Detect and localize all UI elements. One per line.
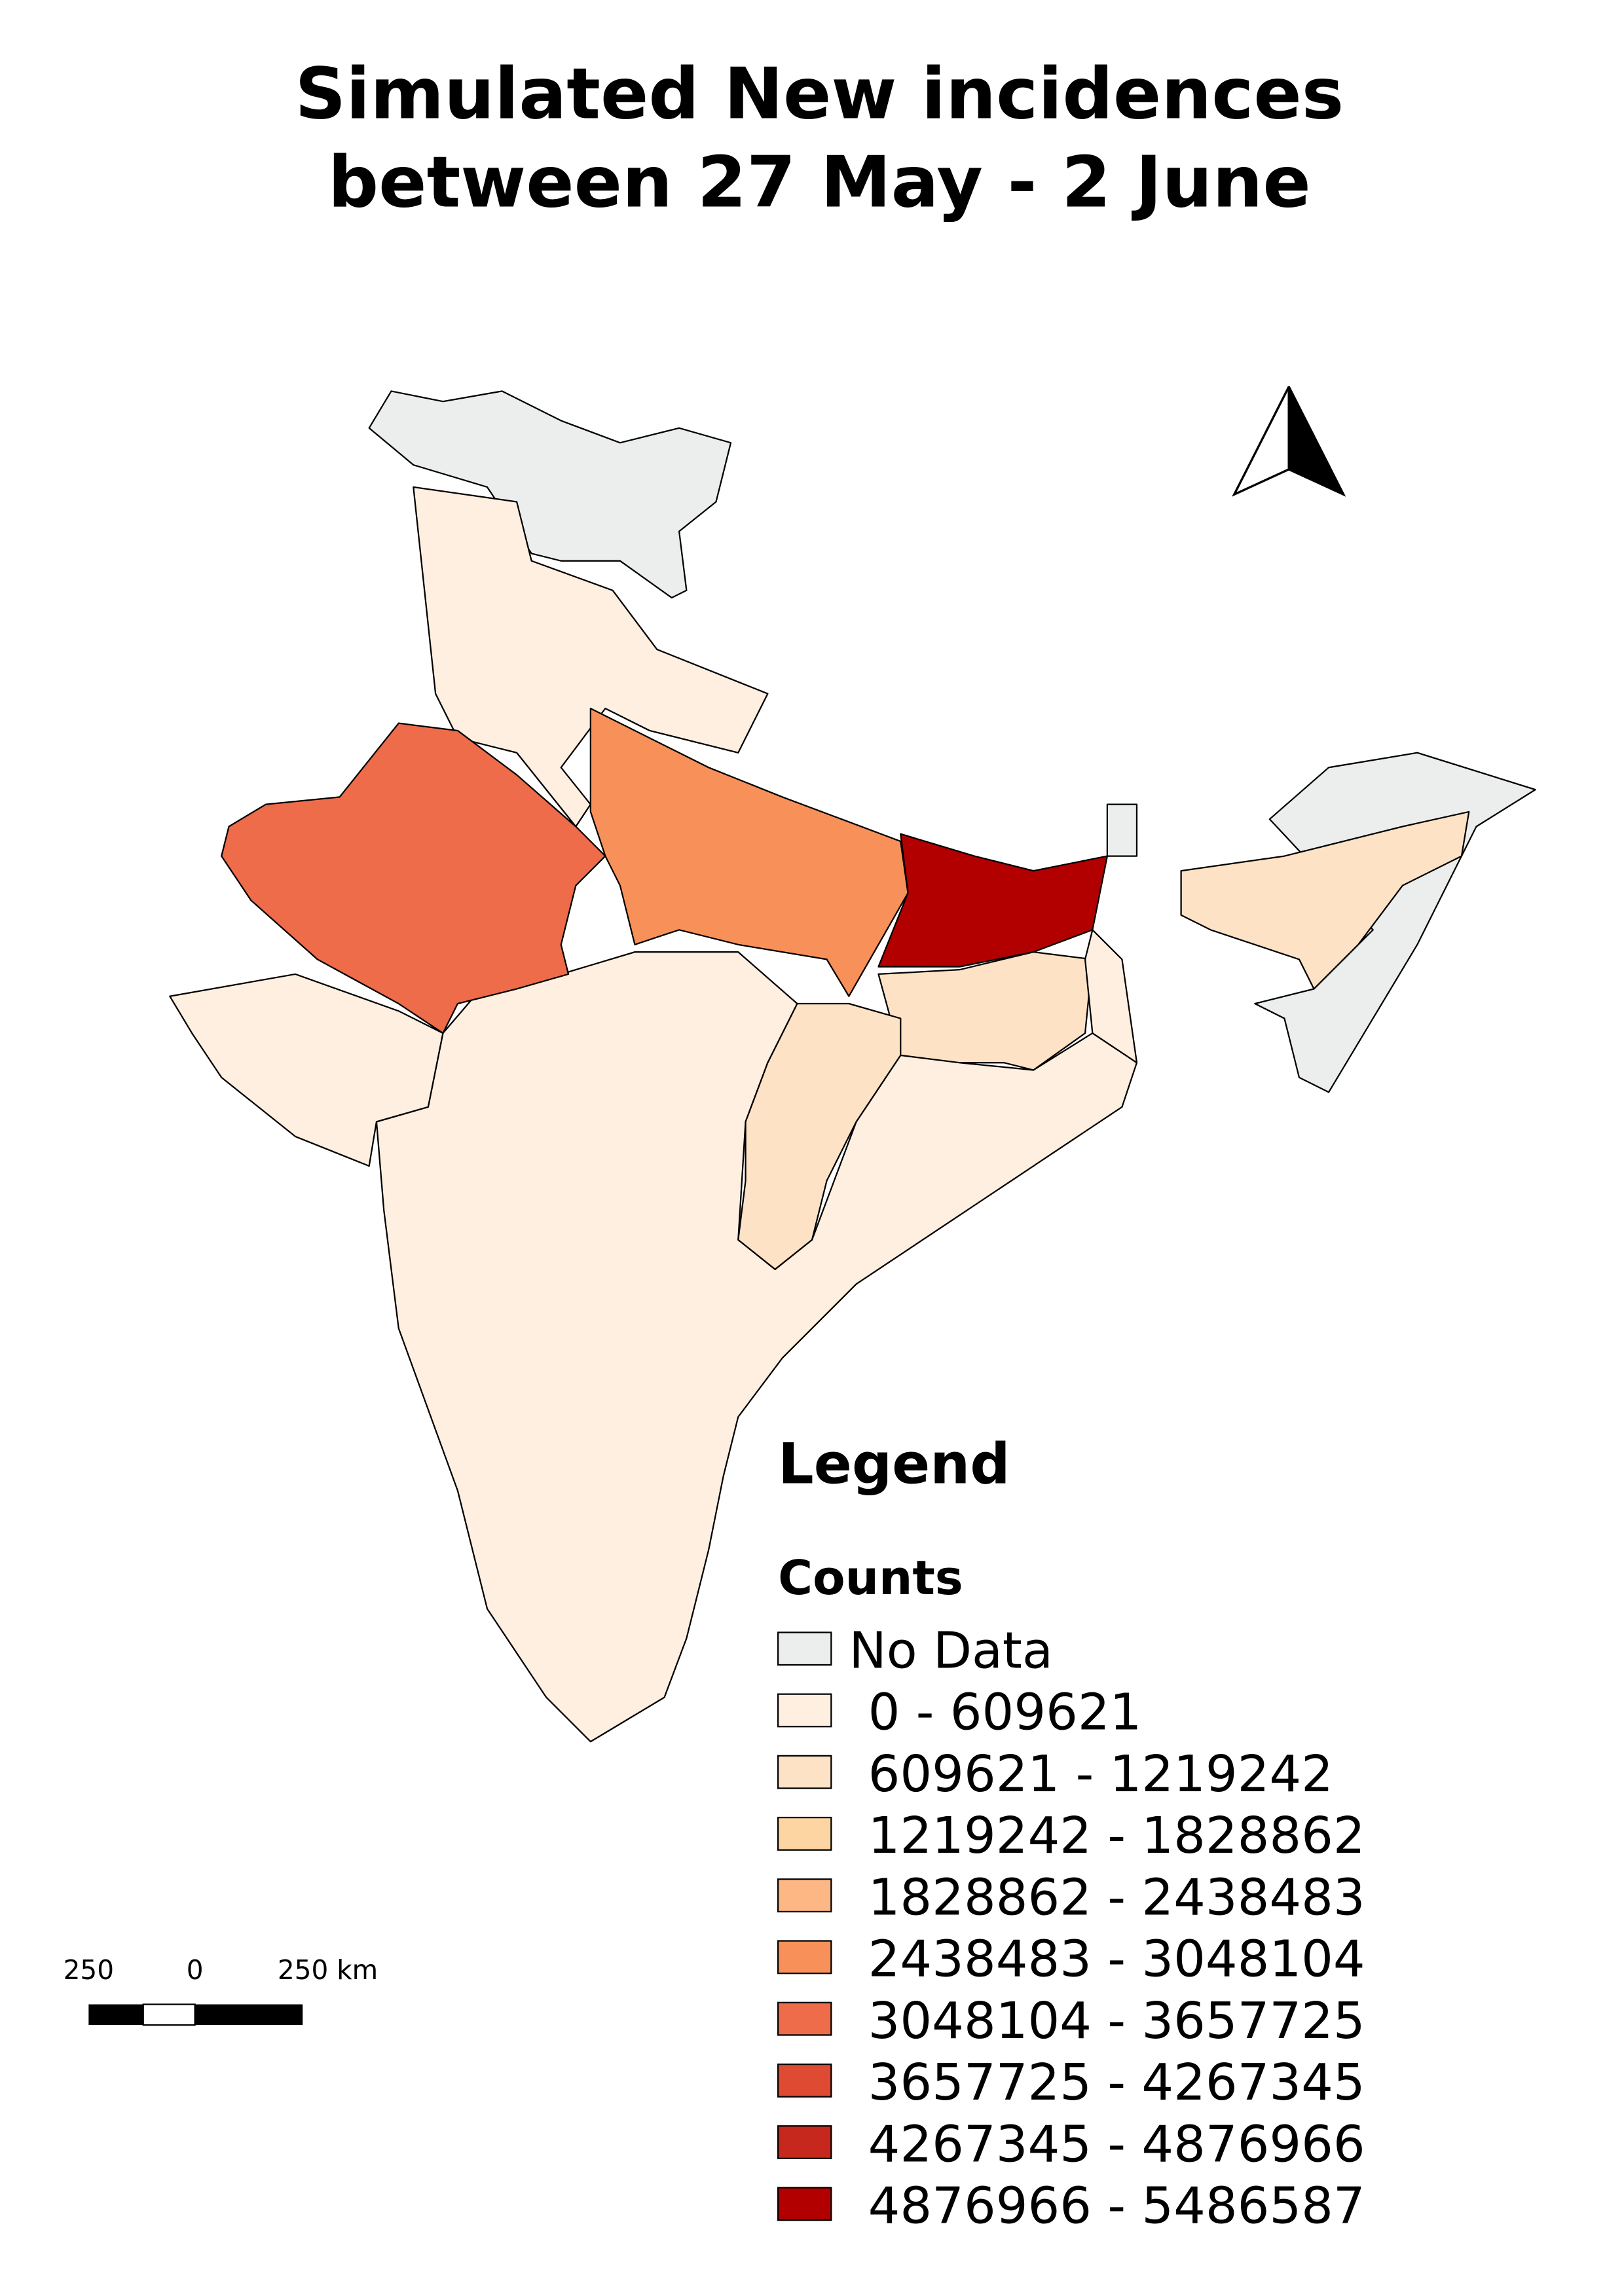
legend-swatch xyxy=(777,1631,832,1666)
legend-subtitle: Counts xyxy=(778,1551,963,1606)
legend-label: 4876966 - 5486587 xyxy=(868,2178,1365,2236)
region xyxy=(1180,811,1470,990)
region xyxy=(221,722,606,1034)
legend-label: 1828862 - 2438483 xyxy=(868,1868,1365,1927)
scale-bar: 250 0 250 km xyxy=(64,1954,378,2026)
region xyxy=(169,973,444,1167)
legend-label: 3048104 - 3657725 xyxy=(868,1992,1365,2050)
scale-segment xyxy=(194,2004,303,2026)
legend-swatch xyxy=(777,1755,832,1789)
scale-label: 0 xyxy=(187,1954,204,1986)
region xyxy=(1084,929,1138,1064)
region xyxy=(1106,803,1138,857)
region xyxy=(413,486,769,828)
legend-label: No Data xyxy=(849,1622,1053,1681)
north-arrow-right xyxy=(1287,386,1346,497)
scale-segment xyxy=(142,2003,196,2026)
title-line: between 27 May - 2 June xyxy=(328,141,1311,224)
legend-label: 3657725 - 4267345 xyxy=(868,2054,1365,2112)
legend-swatch xyxy=(777,2187,832,2221)
region xyxy=(737,1002,902,1270)
region xyxy=(589,708,909,997)
legend-swatch xyxy=(777,1940,832,1975)
title-line: Simulated New incidences xyxy=(295,52,1344,135)
scale-label: 250 km xyxy=(278,1954,378,1986)
legend-swatch xyxy=(777,1816,832,1851)
legend-label: 609621 - 1219242 xyxy=(868,1745,1333,1804)
legend-label: 0 - 609621 xyxy=(868,1684,1142,1742)
region xyxy=(877,951,1094,1071)
legend-label: 4267345 - 4876966 xyxy=(868,2115,1365,2174)
legend-swatch xyxy=(777,2001,832,2036)
legend-label: 2438483 - 3048104 xyxy=(868,1931,1365,1989)
legend-label: 1219242 - 1828862 xyxy=(868,1807,1365,1865)
india-map xyxy=(169,390,1536,1743)
scale-segment xyxy=(88,2004,143,2026)
scale-label: 250 xyxy=(64,1954,114,1986)
legend-swatch xyxy=(777,1693,832,1728)
north-arrow xyxy=(1232,386,1346,497)
legend-swatch xyxy=(777,2125,832,2160)
legend-swatch xyxy=(777,1878,832,1913)
legend-swatch xyxy=(777,2063,832,2098)
legend-title: Legend xyxy=(778,1432,1010,1497)
